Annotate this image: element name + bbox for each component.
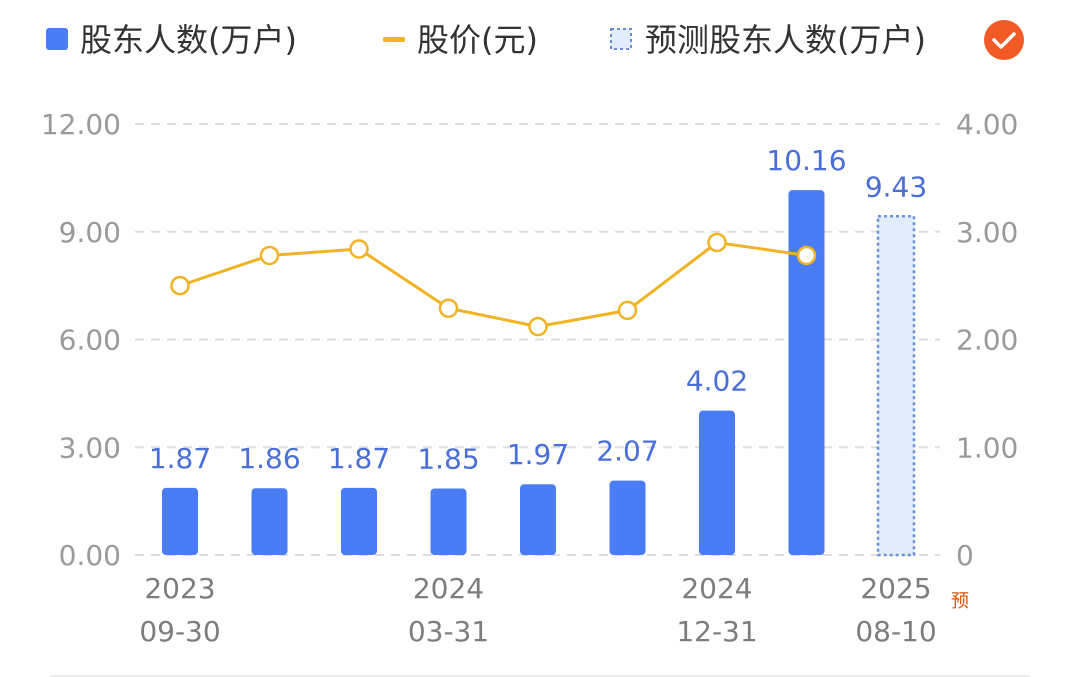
legend-label-price: 股价(元)	[417, 21, 538, 59]
y-right-tick-label: 1.00	[956, 431, 1018, 464]
legend-item-shareholders[interactable]: 股东人数(万户)	[46, 21, 297, 59]
bar	[251, 488, 288, 555]
price-point	[349, 239, 369, 259]
price-point	[170, 275, 190, 296]
bar-value-label: 10.16	[766, 144, 846, 177]
price-point	[617, 300, 638, 321]
y-left-tick-label: 0.00	[59, 539, 121, 572]
dashed-square-icon	[610, 28, 632, 50]
bar-value-label: 4.02	[686, 365, 748, 398]
y-right-tick-label: 2.00	[956, 324, 1018, 357]
price-point	[707, 232, 727, 253]
bar-labels: 1.87 1.86 1.87 1.85 1.97 2.07 4.02 10.16 9.43	[149, 144, 927, 475]
x-tick-label-year: 2023	[144, 572, 215, 605]
line-icon	[383, 37, 405, 42]
check-circle-icon[interactable]	[984, 20, 1024, 60]
bar-value-label: 1.85	[417, 443, 479, 476]
square-icon	[46, 28, 68, 50]
bar	[341, 487, 377, 555]
bar-series	[162, 190, 916, 557]
y-axis-right: 0 1.00 2.00 3.00 4.00	[956, 108, 1018, 572]
y-left-tick-label: 6.00	[59, 324, 121, 357]
bar-value-label: 2.07	[596, 435, 658, 468]
bar	[162, 487, 198, 555]
price-line	[179, 240, 807, 329]
x-tick-label-date: 08-10	[855, 615, 936, 648]
legend-item-price[interactable]: 股价(元)	[383, 21, 538, 59]
legend-label-predicted: 预测股东人数(万户)	[645, 21, 926, 59]
legend: 股东人数(万户) 股价(元) 预测股东人数(万户)	[46, 20, 1024, 60]
predicted-marker: 预	[951, 591, 969, 612]
x-axis: 2023 09-30 2024 03-31 2024 12-31 2025 08-10 预	[139, 572, 969, 648]
x-tick-label-year: 2024	[413, 572, 484, 605]
legend-item-predicted[interactable]: 预测股东人数(万户)	[610, 21, 926, 59]
bar	[788, 190, 825, 555]
bar	[430, 488, 467, 555]
y-left-tick-label: 9.00	[59, 216, 121, 249]
x-tick-label-date: 12-31	[676, 615, 757, 648]
bar-value-label: 1.87	[328, 442, 390, 475]
y-left-tick-label: 3.00	[59, 431, 121, 464]
y-left-tick-label: 12.00	[41, 108, 121, 141]
bar	[699, 410, 735, 555]
bar	[520, 484, 556, 555]
bar-value-label: 1.86	[238, 442, 300, 475]
x-tick-label-year: 2025	[860, 572, 931, 605]
predicted-bar-value-label: 9.43	[865, 170, 927, 203]
bar-value-label: 1.97	[507, 438, 569, 471]
price-point	[438, 298, 459, 319]
price-point	[259, 245, 280, 266]
x-tick-label-date: 09-30	[139, 615, 220, 648]
y-right-tick-label: 3.00	[956, 216, 1018, 249]
price-line-series	[170, 232, 817, 337]
bar	[609, 480, 646, 555]
bar-value-label: 1.87	[149, 442, 211, 475]
predicted-bar	[876, 215, 916, 557]
x-tick-label-date: 03-31	[408, 615, 489, 648]
y-right-tick-label: 0	[956, 539, 974, 572]
price-point	[528, 316, 548, 337]
legend-label-shareholders: 股东人数(万户)	[80, 21, 297, 59]
y-axis-left: 0.00 3.00 6.00 9.00 12.00	[41, 108, 121, 572]
price-point	[796, 245, 817, 266]
x-tick-label-year: 2024	[681, 572, 752, 605]
y-right-tick-label: 4.00	[956, 108, 1018, 141]
